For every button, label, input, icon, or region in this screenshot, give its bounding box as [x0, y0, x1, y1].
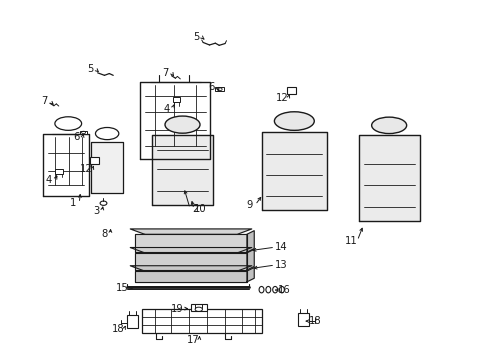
- Bar: [142, 309, 261, 333]
- Text: 12: 12: [276, 93, 288, 103]
- Polygon shape: [140, 82, 210, 158]
- Text: 7: 7: [41, 96, 47, 107]
- Ellipse shape: [371, 117, 406, 134]
- Text: 7: 7: [162, 68, 168, 78]
- Text: 1: 1: [70, 198, 77, 208]
- Polygon shape: [91, 143, 122, 193]
- Polygon shape: [246, 249, 254, 270]
- Polygon shape: [135, 271, 246, 282]
- Text: 15: 15: [115, 283, 128, 293]
- Text: 6: 6: [208, 82, 214, 92]
- Text: 5: 5: [192, 32, 199, 42]
- Polygon shape: [130, 229, 251, 234]
- Text: 18: 18: [112, 324, 124, 334]
- Text: 12: 12: [80, 164, 93, 174]
- Polygon shape: [152, 135, 212, 205]
- Text: 13: 13: [274, 260, 286, 270]
- Text: 4: 4: [163, 104, 169, 113]
- Text: 5: 5: [86, 64, 93, 74]
- Text: 2: 2: [192, 203, 199, 213]
- Text: 8: 8: [101, 229, 107, 239]
- Bar: [90, 157, 99, 164]
- Polygon shape: [246, 231, 254, 252]
- Bar: [55, 168, 62, 174]
- Text: 4: 4: [46, 175, 52, 185]
- Text: 9: 9: [245, 200, 252, 210]
- Bar: [191, 303, 206, 311]
- Bar: [287, 87, 295, 94]
- Text: 11: 11: [345, 236, 357, 246]
- Polygon shape: [246, 267, 254, 282]
- Bar: [215, 87, 224, 91]
- Polygon shape: [130, 266, 251, 271]
- Text: 3: 3: [93, 206, 99, 216]
- Text: 17: 17: [187, 335, 200, 345]
- Polygon shape: [261, 132, 326, 210]
- Text: 14: 14: [274, 242, 286, 252]
- Text: 16: 16: [277, 285, 290, 295]
- Bar: [126, 315, 137, 328]
- Bar: [297, 313, 308, 327]
- Polygon shape: [358, 135, 419, 221]
- Bar: [80, 131, 87, 134]
- Bar: [172, 97, 180, 102]
- Text: 10: 10: [193, 204, 205, 214]
- Text: 6: 6: [73, 132, 80, 142]
- Text: 19: 19: [171, 303, 183, 314]
- Polygon shape: [42, 134, 89, 196]
- Text: 18: 18: [308, 316, 321, 326]
- Polygon shape: [135, 253, 246, 270]
- Polygon shape: [130, 248, 251, 253]
- Polygon shape: [135, 234, 246, 252]
- Ellipse shape: [164, 116, 200, 133]
- Ellipse shape: [274, 112, 314, 130]
